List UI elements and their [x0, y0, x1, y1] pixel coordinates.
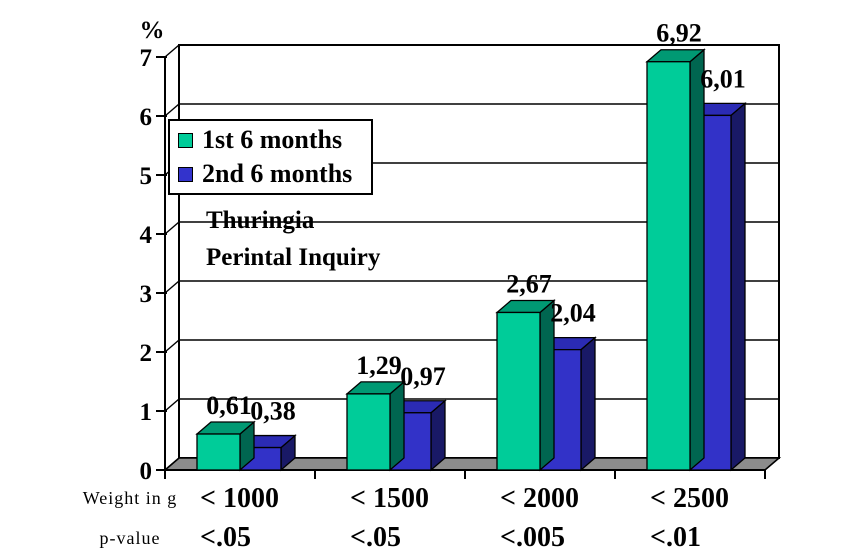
bar-1st-6-months-2-front [496, 311, 541, 471]
y-depth-connector-6 [164, 103, 180, 117]
p-value-label-2: <.005 [500, 522, 565, 553]
y-tick-label-0: 0 [140, 458, 153, 485]
annotation-line-1: Thuringia [206, 207, 315, 234]
category-label-2: < 2000 [500, 483, 579, 514]
y-depth-connector-0 [164, 457, 180, 471]
bar-2nd-6-months-3-side [730, 101, 746, 472]
bar-1st-6-months-1-side [389, 380, 405, 472]
y-depth-connector-4 [164, 221, 180, 235]
p-row-header: p-value [100, 528, 161, 548]
y-depth-connector-7 [164, 44, 180, 58]
category-label-3: < 2500 [650, 483, 729, 514]
value-label-2nd-2: 2,04 [550, 299, 596, 328]
y-axis-unit-label: % [140, 17, 165, 44]
value-label-2nd-3: 6,01 [700, 64, 746, 93]
chart-annotation: Thuringia Perintal Inquiry [206, 202, 380, 276]
y-tick-label-7: 7 [140, 45, 153, 72]
category-label-1: < 1500 [350, 483, 429, 514]
value-label-1st-3: 6,92 [656, 19, 702, 48]
legend-swatch-2nd-6-months-icon [178, 166, 193, 182]
legend-swatch-1st-6-months-icon [178, 132, 193, 148]
legend-label-2nd-6-months: 2nd 6 months [202, 159, 353, 188]
y-tick-label-4: 4 [140, 222, 153, 249]
category-label-0: < 1000 [200, 483, 279, 514]
y-tick-label-2: 2 [140, 340, 153, 367]
value-label-1st-1: 1,29 [356, 351, 402, 380]
y-tick-label-1: 1 [140, 399, 153, 426]
bar-2nd-6-months-2-side [580, 336, 596, 472]
value-label-1st-0: 0,61 [206, 391, 252, 420]
p-value-label-1: <.05 [350, 522, 401, 553]
y-tick-label-6: 6 [140, 104, 153, 131]
y-tick-label-5: 5 [140, 163, 153, 190]
p-value-label-3: <.01 [650, 522, 701, 553]
annotation-line-2: Perintal Inquiry [206, 244, 381, 271]
bar-1st-6-months-3-front [646, 61, 691, 471]
value-label-1st-2: 2,67 [506, 269, 552, 298]
bar-1st-6-months-3-side [689, 48, 705, 472]
legend-item-1st-6-months: 1st 6 months [178, 127, 371, 153]
legend: 1st 6 months 2nd 6 months [168, 119, 373, 195]
bar-1st-6-months-0-front [196, 433, 241, 471]
value-label-2nd-1: 0,97 [400, 362, 446, 391]
y-depth-connector-3 [164, 280, 180, 294]
y-depth-connector-2 [164, 339, 180, 353]
x-row-header: Weight in g [83, 488, 178, 508]
value-label-2nd-0: 0,38 [250, 397, 296, 426]
legend-label-1st-6-months: 1st 6 months [202, 125, 343, 154]
y-depth-connector-1 [164, 398, 180, 412]
bar-1st-6-months-1-front [346, 393, 391, 471]
legend-item-2nd-6-months: 2nd 6 months [178, 161, 371, 187]
y-tick-label-3: 3 [140, 281, 153, 308]
p-value-label-0: <.05 [200, 522, 251, 553]
